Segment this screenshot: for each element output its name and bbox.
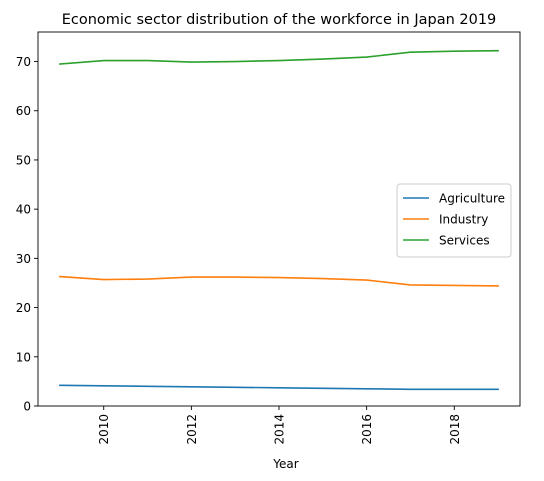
legend-label: Agriculture	[439, 192, 505, 206]
legend-label: Industry	[439, 213, 488, 227]
chart-title: Economic sector distribution of the work…	[62, 12, 497, 28]
x-tick-label: 2018	[448, 414, 462, 445]
y-tick-label: 40	[16, 203, 31, 217]
y-tick-label: 70	[16, 55, 31, 69]
x-axis-label: Year	[272, 457, 298, 471]
y-tick-label: 60	[16, 104, 31, 118]
x-tick-label: 2014	[273, 414, 287, 445]
series-line-services	[59, 49, 499, 65]
y-tick-label: 20	[16, 301, 31, 315]
legend-box	[396, 183, 512, 258]
plot-area: 0 10 20 30 40 50 60 70 2010 2012 2014 2016 2018	[16, 31, 521, 445]
y-tick-label: 0	[23, 400, 31, 414]
y-tick-label: 50	[16, 153, 31, 167]
series-line-industry	[59, 275, 499, 287]
legend: Agriculture Industry Services	[396, 183, 512, 258]
x-tick-label: 2016	[360, 414, 374, 445]
x-tick-label: 2012	[185, 414, 199, 445]
legend-label: Services	[439, 234, 490, 248]
y-tick-label: 30	[16, 252, 31, 266]
x-tick-label: 2010	[97, 414, 111, 445]
series-line-agriculture	[59, 384, 499, 391]
y-tick-label: 10	[16, 350, 31, 364]
